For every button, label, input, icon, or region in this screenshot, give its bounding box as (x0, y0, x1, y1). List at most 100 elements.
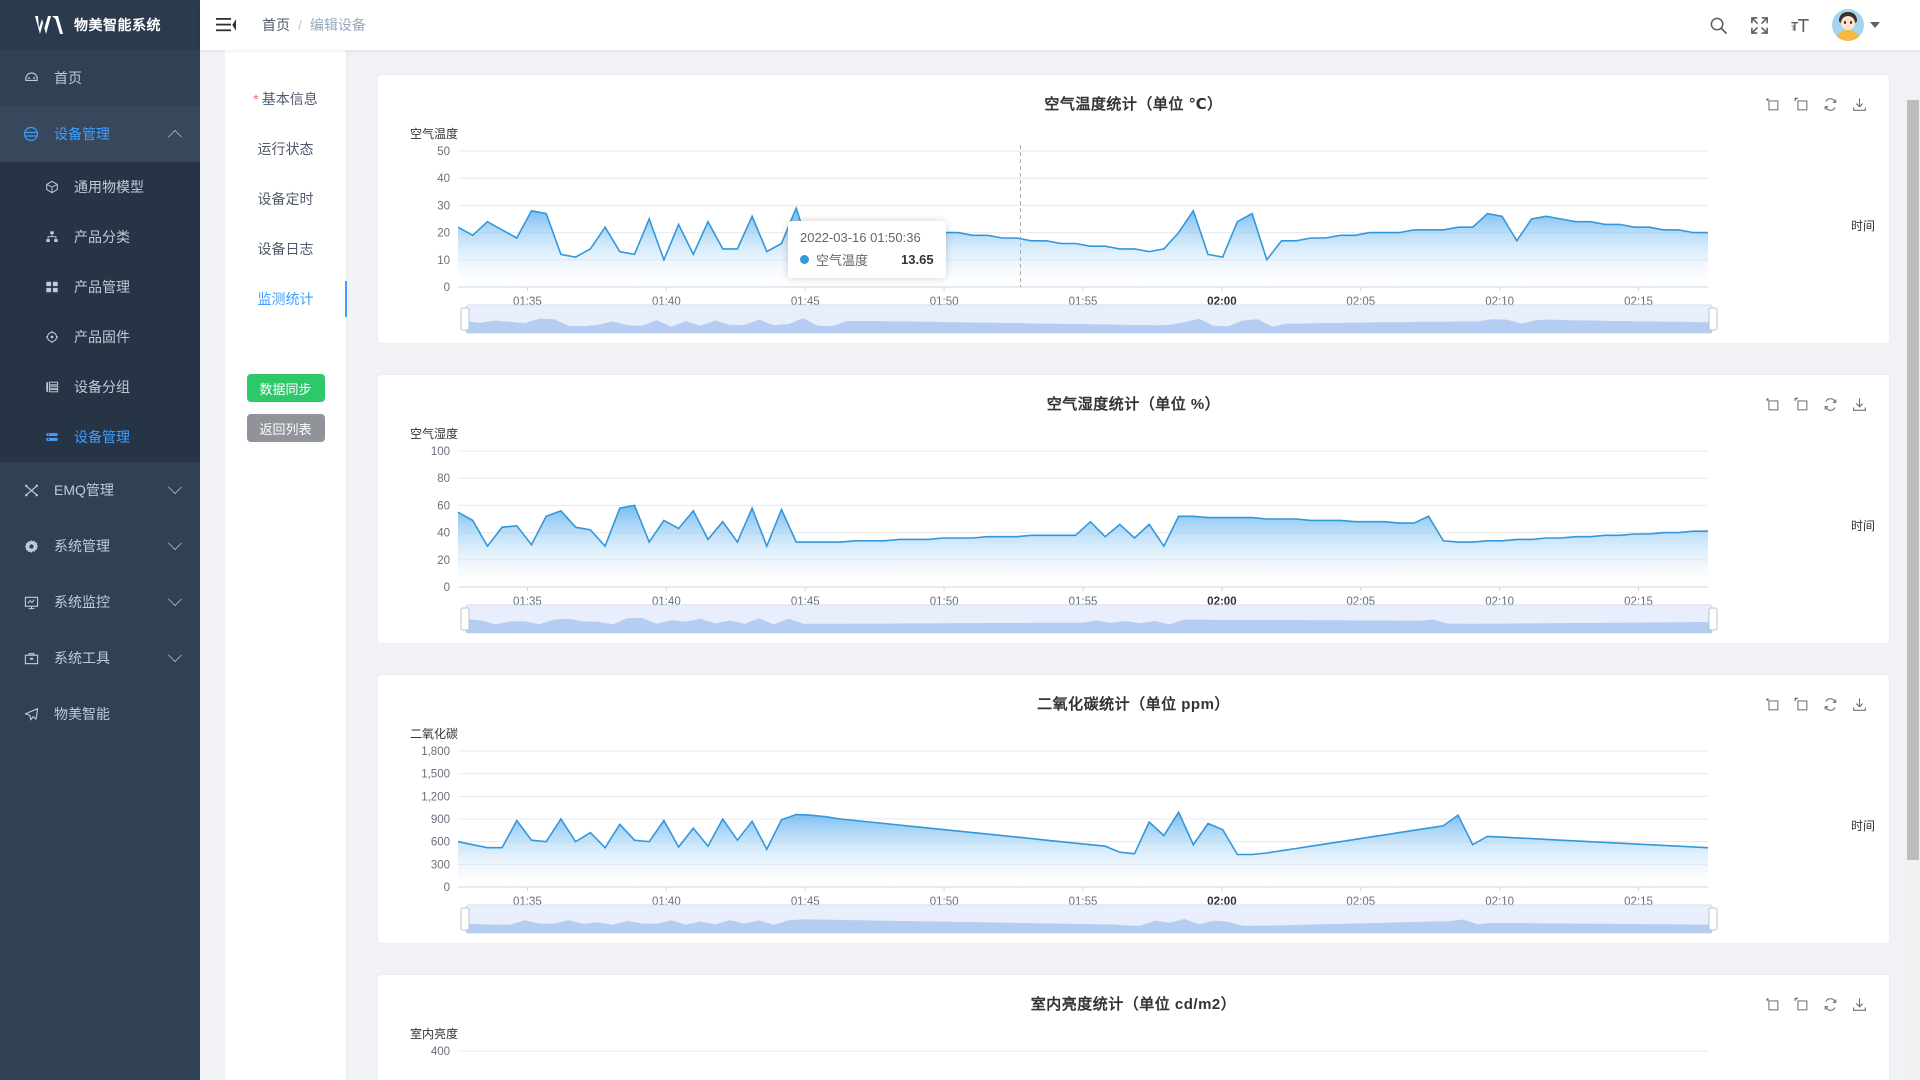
chart-plot-area[interactable]: 0 300 600 900 1,200 1,500 1,800 01:35 01:40 01:45… (378, 743, 1889, 943)
breadcrumb-current: 编辑设备 (309, 17, 366, 33)
sidebar-item-system-tools[interactable]: 系统工具 (0, 630, 200, 686)
sidebar-item-emq[interactable]: EMQ管理 (0, 462, 200, 518)
search-icon[interactable] (1709, 16, 1728, 35)
tab-monitor-stats[interactable]: 监测统计 (225, 274, 347, 324)
download-icon[interactable] (1852, 97, 1867, 112)
chart-legend[interactable]: 二氧化碳 (410, 727, 459, 741)
chevron-up-icon (167, 129, 183, 144)
data-sync-button[interactable]: 数据同步 (246, 374, 325, 402)
svg-text:20: 20 (437, 555, 450, 567)
chart-legend[interactable]: 室内亮度 (410, 1027, 459, 1041)
sidebar-submenu-device-management: 通用物模型 产品分类 产品管理 (0, 162, 200, 462)
sidebar-item-product-firmware[interactable]: 产品固件 (0, 312, 200, 362)
zoom-select-icon[interactable] (1765, 997, 1780, 1012)
grid-icon (42, 280, 62, 294)
zoom-restore-icon[interactable] (1794, 697, 1809, 712)
zoom-select-icon[interactable] (1765, 697, 1780, 712)
sitemap-icon (42, 230, 62, 244)
zoom-select-icon[interactable] (1765, 397, 1780, 412)
sidebar-item-system-monitor[interactable]: 系统监控 (0, 574, 200, 630)
refresh-icon[interactable] (1823, 397, 1838, 412)
download-icon[interactable] (1852, 397, 1867, 412)
sidebar-item-device-management[interactable]: 设备管理 (0, 106, 200, 162)
zoom-select-icon[interactable] (1765, 97, 1780, 112)
sidebar-item-label: 通用物模型 (74, 179, 144, 195)
sidebar-item-product-management[interactable]: 产品管理 (0, 262, 200, 312)
svg-text:1,500: 1,500 (421, 769, 450, 781)
sidebar-item-label: 设备分组 (74, 379, 130, 395)
tab-label: 设备定时 (257, 191, 314, 207)
chevron-down-icon (167, 592, 183, 607)
refresh-icon[interactable] (1823, 997, 1838, 1012)
tab-run-status[interactable]: 运行状态 (225, 124, 346, 174)
sidebar-item-label: 设备管理 (74, 429, 130, 445)
chart-toolbox (1765, 97, 1867, 112)
font-size-icon[interactable]: т (1791, 16, 1810, 35)
tab-label: 运行状态 (257, 141, 314, 157)
chart-plot-area[interactable]: 010020030040001:3501:4001:4501:5001:5502… (378, 1043, 1889, 1080)
chart-plot-area[interactable]: 0 20 40 60 80 100 01:35 01:40 01:45 01:50 01:55 02:… (378, 443, 1889, 643)
tooltip-series-name: 空气温度 (816, 253, 869, 268)
tooltip-time: 2022-03-16 01:50:36 (800, 230, 921, 245)
sidebar-item-label: 系统监控 (54, 594, 110, 610)
tab-device-timer[interactable]: 设备定时 (225, 174, 346, 224)
chart-legend[interactable]: 空气湿度 (410, 427, 459, 441)
tab-basic-info[interactable]: * 基本信息 (225, 74, 346, 124)
breadcrumb-home[interactable]: 首页 (262, 17, 290, 33)
hamburger-icon[interactable] (216, 17, 236, 33)
sidebar-item-device-group[interactable]: 设备分组 (0, 362, 200, 412)
zoom-restore-icon[interactable] (1794, 997, 1809, 1012)
page-scrollbar[interactable] (1906, 100, 1920, 1080)
brand-name: 物美智能系统 (74, 17, 161, 33)
sidebar-item-wumei-ai[interactable]: 物美智能 (0, 686, 200, 742)
rail-buttons: 数据同步 返回列表 (225, 374, 346, 442)
tab-device-log[interactable]: 设备日志 (225, 224, 346, 274)
sidebar-item-label: 设备管理 (54, 126, 110, 142)
navbar: 首页 / 编辑设备 т (200, 0, 1920, 50)
sidebar-item-home[interactable]: 首页 (0, 50, 200, 106)
fullscreen-icon[interactable] (1750, 16, 1769, 35)
svg-text:50: 50 (437, 146, 450, 158)
dashboard-icon (20, 71, 42, 86)
svg-text:900: 900 (431, 814, 450, 826)
sidebar-item-label: 物美智能 (54, 706, 110, 722)
sidebar-logo[interactable]: 物美智能系统 (0, 0, 200, 50)
tab-label: 监测统计 (257, 291, 314, 307)
chart-tooltip: 2022-03-16 01:50:36 空气温度 13.65 (788, 221, 946, 278)
chart-toolbox (1765, 697, 1867, 712)
x-axis-name: 时间 (1850, 519, 1875, 533)
zoom-restore-icon[interactable] (1794, 97, 1809, 112)
sidebar-item-product-category[interactable]: 产品分类 (0, 212, 200, 262)
sidebar-item-label: 系统管理 (54, 538, 110, 554)
required-star-icon: * (253, 91, 259, 107)
chevron-down-icon[interactable] (1870, 22, 1880, 28)
send-icon (20, 707, 42, 722)
sidebar-item-system-management[interactable]: 系统管理 (0, 518, 200, 574)
tab-label: 设备日志 (257, 241, 314, 257)
back-to-list-button[interactable]: 返回列表 (246, 414, 325, 442)
refresh-icon[interactable] (1823, 97, 1838, 112)
chart-legend[interactable]: 空气温度 (410, 127, 459, 141)
chart-title: 空气湿度统计（单位 %） (1046, 396, 1221, 413)
sidebar-item-thing-model[interactable]: 通用物模型 (0, 162, 200, 212)
svg-text:40: 40 (437, 173, 450, 185)
chart-plot-area[interactable]: 0 10 20 30 40 50 01:35 01:40 01:45 01:50 01:55 02:0… (378, 143, 1889, 343)
gear-icon (20, 539, 42, 554)
toolbox-icon (20, 651, 42, 666)
zoom-restore-icon[interactable] (1794, 397, 1809, 412)
avatar[interactable] (1832, 9, 1880, 41)
download-icon[interactable] (1852, 997, 1867, 1012)
list-icon (42, 430, 62, 444)
refresh-icon[interactable] (1823, 697, 1838, 712)
chart-toolbox (1765, 397, 1867, 412)
sidebar-item-label: 系统工具 (54, 650, 110, 666)
chart-card-air-temperature: 空气温度统计（单位 ℃） 空气温度 0 10 20 30 40 50 01:35 01:40 0… (377, 74, 1890, 344)
breadcrumb: 首页 / 编辑设备 (262, 15, 366, 35)
sidebar-item-device-manage-active[interactable]: 设备管理 (0, 412, 200, 462)
download-icon[interactable] (1852, 697, 1867, 712)
chart-title: 室内亮度统计（单位 cd/m2） (1030, 996, 1237, 1013)
chevron-down-icon (167, 480, 183, 495)
page-scrollbar-thumb[interactable] (1907, 100, 1919, 860)
sidebar-item-label: 产品固件 (74, 329, 130, 345)
